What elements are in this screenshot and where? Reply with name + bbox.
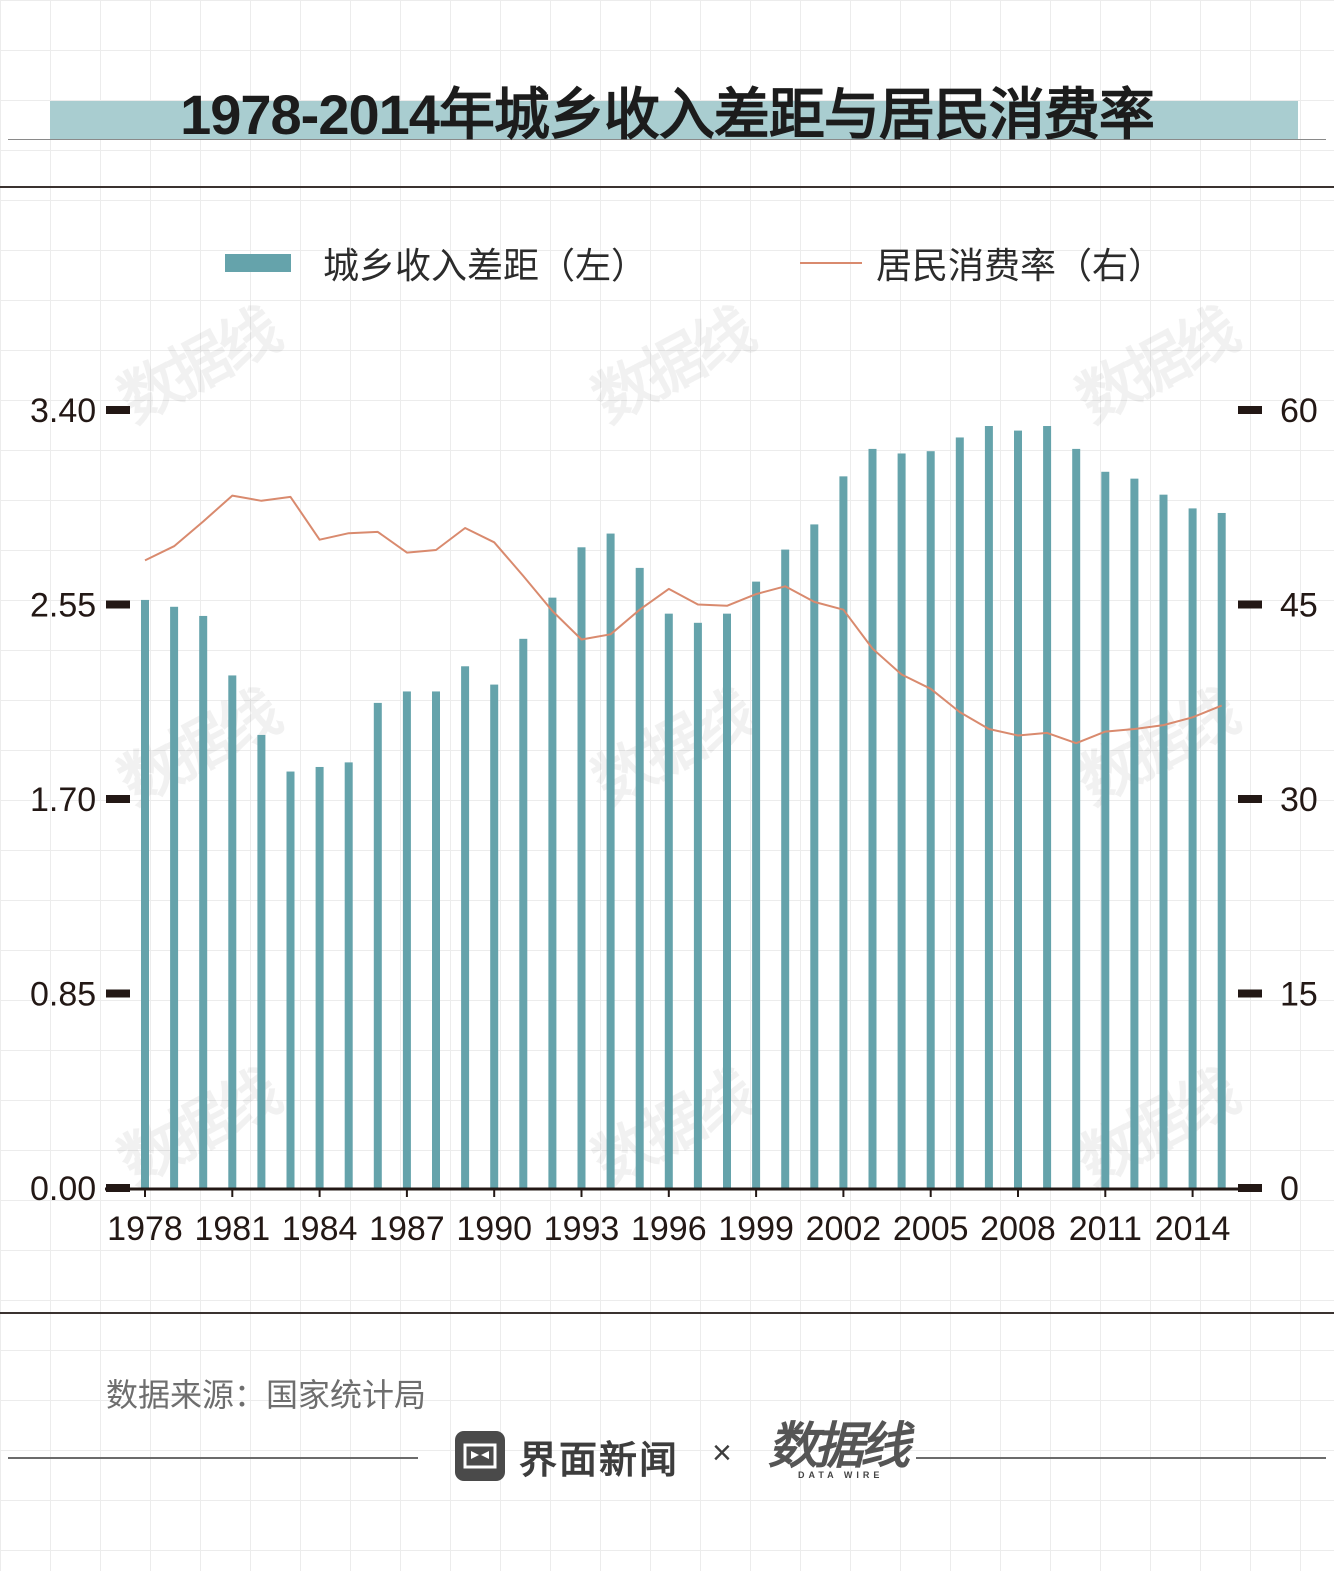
footer-separator <box>0 1312 1334 1314</box>
x-tick-label: 1981 <box>194 1210 270 1248</box>
x-tick-label: 1990 <box>456 1210 532 1248</box>
y-left-tick-mark <box>106 1184 130 1192</box>
header-separator <box>0 186 1334 188</box>
bar-income-gap <box>781 549 790 1188</box>
bar-income-gap <box>257 734 266 1188</box>
bar-income-gap <box>286 771 295 1188</box>
bar-income-gap <box>1130 478 1139 1188</box>
bar-income-gap <box>635 567 644 1188</box>
bar-income-gap <box>199 615 208 1188</box>
source-note: 数据来源：国家统计局 <box>106 1377 427 1413</box>
y-left-tick-label: 0.00 <box>30 1170 96 1208</box>
x-tick-label: 1984 <box>282 1210 358 1248</box>
title-rule <box>8 139 1326 140</box>
bar-income-gap <box>984 426 993 1188</box>
bar-income-gap <box>402 691 411 1188</box>
x-tick-label: 2005 <box>893 1210 969 1248</box>
chart-canvas: 1978 1981 1984 1987 1990 1993 1996 1999 2002 2005… <box>30 392 1318 1248</box>
bar-income-gap <box>693 622 702 1188</box>
x-tick-label: 1996 <box>631 1210 707 1248</box>
y-right-tick-label: 15 <box>1280 976 1318 1014</box>
series-line-consumption-rate <box>144 494 1223 745</box>
bar-income-gap <box>344 762 353 1188</box>
bar-income-gap <box>141 599 149 1188</box>
bar-income-gap <box>170 606 179 1188</box>
bar-income-gap <box>810 524 819 1188</box>
y-left-tick-mark <box>106 406 130 414</box>
title-band <box>50 101 1298 139</box>
bar-income-gap <box>752 581 761 1188</box>
partner-logo: 数据线 DATA WIRE <box>768 1418 910 1480</box>
bar-income-gap <box>1072 448 1081 1188</box>
chart-title: 1978-2014年城乡收入差距与居民消费率 <box>180 83 1155 146</box>
bar-income-gap <box>432 691 440 1188</box>
bar-income-gap <box>315 766 324 1188</box>
x-tick-label: 1987 <box>369 1210 445 1248</box>
x-tick-label: 2002 <box>806 1210 882 1248</box>
x-tick-label: 1999 <box>718 1210 794 1248</box>
y-right-tick-mark <box>1238 600 1262 609</box>
legend-item-bar: 城乡收入差距（左） <box>225 238 647 288</box>
bar-income-gap <box>1043 426 1052 1188</box>
bar-income-gap <box>664 613 673 1188</box>
bar-income-gap <box>1101 471 1110 1188</box>
y-left-tick-label: 1.70 <box>30 781 96 819</box>
y-left-tick-mark <box>106 989 130 998</box>
bar-income-gap <box>1188 508 1197 1188</box>
bar-income-gap <box>228 675 237 1188</box>
bar-income-gap <box>519 638 528 1188</box>
bar-income-gap <box>955 437 964 1188</box>
x-tick-label: 1993 <box>544 1210 620 1248</box>
brand-logo: 界面新闻 <box>455 1428 679 1484</box>
y-right-tick-label: 30 <box>1280 781 1318 819</box>
y-right-tick-mark <box>1238 989 1262 998</box>
partner-name: 数据线 <box>768 1418 910 1474</box>
bar-income-gap <box>548 597 557 1188</box>
legend-line-label: 居民消费率（右） <box>876 245 1165 286</box>
y-left-tick-label: 3.40 <box>30 392 96 430</box>
y-left-tick-mark <box>106 795 130 803</box>
bar-income-gap <box>839 476 848 1188</box>
bar-income-gap <box>490 684 499 1188</box>
y-right-tick-label: 0 <box>1280 1170 1299 1208</box>
y-left-tick-label: 2.55 <box>30 587 96 625</box>
bar-income-gap <box>1014 430 1022 1188</box>
brand-icon <box>455 1431 505 1481</box>
legend-bar-label: 城乡收入差距（左） <box>323 245 648 286</box>
footer-rule-left <box>8 1457 418 1459</box>
legend-line-swatch <box>800 262 862 264</box>
bar-income-gap <box>373 702 382 1188</box>
y-right-tick-mark <box>1238 1184 1262 1192</box>
partner-separator: × <box>712 1434 732 1472</box>
x-tick-label: 2011 <box>1069 1210 1142 1248</box>
bar-income-gap <box>577 547 586 1188</box>
x-tick-label: 2008 <box>980 1210 1056 1248</box>
bar-income-gap <box>1159 494 1168 1189</box>
y-left-tick-mark <box>106 600 130 609</box>
bar-income-gap <box>897 453 906 1189</box>
bar-income-gap <box>1217 512 1226 1188</box>
legend-item-line: 居民消费率（右） <box>800 238 1164 288</box>
x-tick-label: 2014 <box>1155 1210 1231 1248</box>
bar-income-gap <box>606 533 615 1188</box>
bar-income-gap <box>723 613 731 1188</box>
brand-name: 界面新闻 <box>519 1439 680 1482</box>
x-tick-label: 1978 <box>107 1210 183 1248</box>
partner-sub: DATA WIRE <box>798 1470 884 1480</box>
bar-income-gap <box>926 451 935 1188</box>
y-right-tick-mark <box>1238 795 1262 803</box>
footer-rule-right <box>916 1457 1326 1459</box>
y-right-tick-mark <box>1238 406 1262 414</box>
y-right-tick-label: 45 <box>1280 587 1318 625</box>
legend-bar-swatch <box>225 254 291 272</box>
y-left-tick-label: 0.85 <box>30 976 96 1014</box>
y-right-tick-label: 60 <box>1280 392 1318 430</box>
bar-income-gap <box>461 666 470 1188</box>
bar-income-gap <box>868 448 877 1188</box>
